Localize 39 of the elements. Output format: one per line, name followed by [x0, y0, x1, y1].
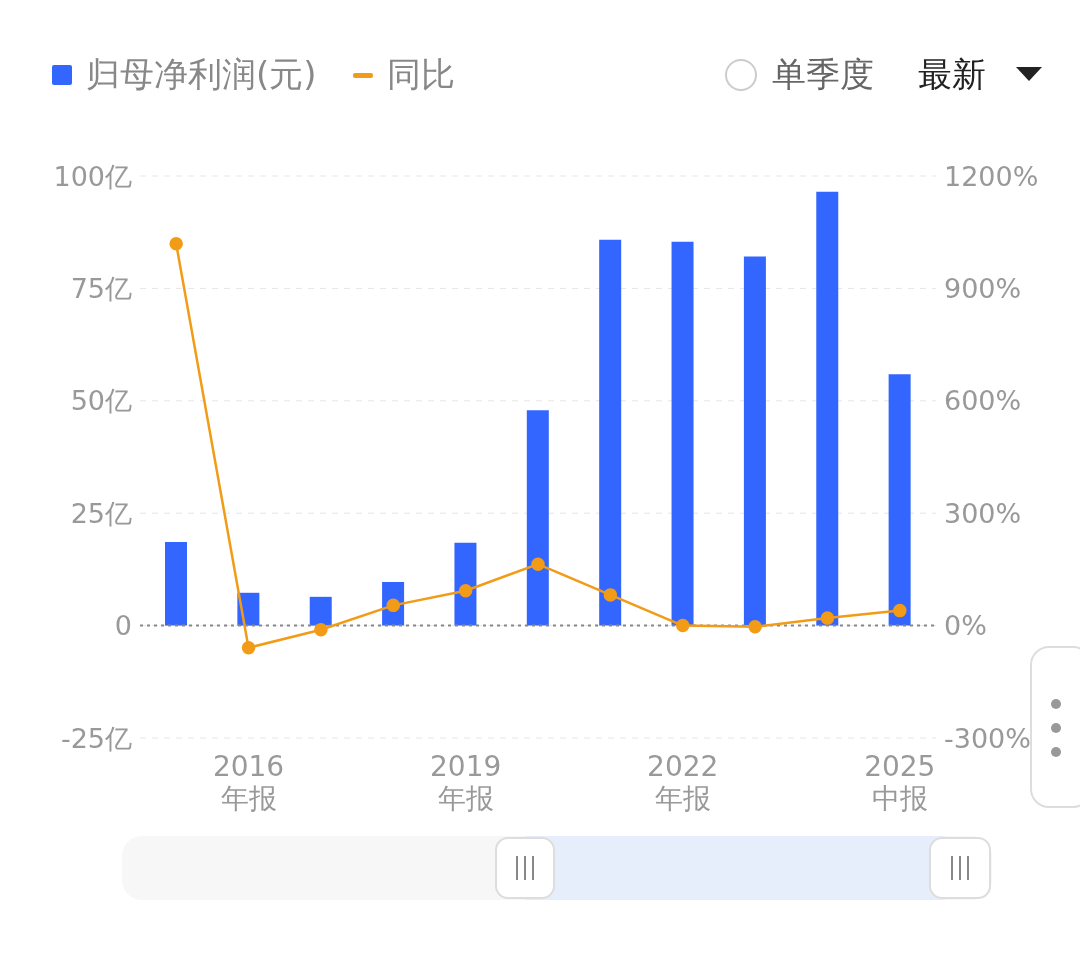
point: [893, 603, 907, 618]
point: [169, 237, 183, 251]
y2-tick-label: 300%: [944, 497, 1022, 529]
y-tick-label: 0: [114, 610, 132, 642]
y2-tick-label: 1200%: [944, 160, 1039, 192]
bar: [454, 542, 477, 626]
y2-tick-label: -300%: [944, 722, 1031, 754]
x-tick-label: 2025 中报: [864, 750, 936, 815]
legend-label: 同比: [386, 53, 455, 96]
text: 最新: [918, 53, 986, 96]
y-tick-label: 25亿: [70, 497, 132, 529]
bar: [888, 374, 911, 626]
legend-label: 归母净利润(元): [86, 53, 317, 96]
x-tick-label: 2019 年报: [430, 750, 502, 815]
y-tick-label: 100亿: [53, 160, 132, 192]
point: [675, 618, 690, 633]
x-tick-label: 2022 年报: [647, 750, 719, 815]
y2-tick-label: 900%: [944, 272, 1022, 304]
text: 单季度: [772, 53, 874, 96]
bar: [526, 410, 549, 626]
point: [748, 619, 762, 634]
y-tick-label: -25亿: [60, 722, 132, 754]
y-tick-label: 75亿: [70, 272, 132, 304]
point: [820, 611, 835, 625]
bar: [165, 541, 187, 626]
y2-tick-label: 600%: [944, 385, 1022, 417]
bar: [599, 239, 622, 626]
point: [603, 588, 618, 602]
bar: [309, 596, 332, 626]
bar: [816, 191, 839, 626]
y2-tick-label: 0%: [944, 610, 987, 642]
point: [314, 622, 328, 637]
point: [458, 584, 473, 598]
bar: [743, 256, 766, 626]
point: [241, 640, 256, 655]
point: [531, 557, 545, 571]
bar: [671, 241, 694, 626]
x-tick-label: 2016 年报: [212, 750, 285, 815]
y-tick-label: 50亿: [70, 385, 132, 417]
